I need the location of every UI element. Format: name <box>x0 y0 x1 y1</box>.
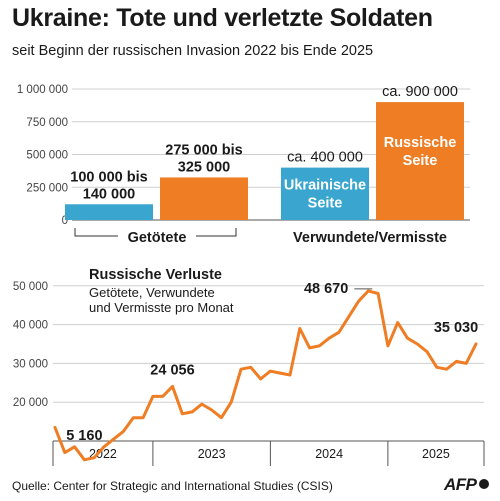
bar <box>281 167 369 220</box>
series-line <box>53 289 478 462</box>
bar-ytick-label: 250 000 <box>26 182 68 194</box>
line-ytick-label: 30 000 <box>13 358 48 370</box>
bar-ytick-label: 500 000 <box>26 150 68 162</box>
bar-inner-label: Seite <box>308 196 343 212</box>
line-annotation: 48 670 <box>304 281 348 297</box>
line-ytick-label: 50 000 <box>13 281 48 293</box>
line-ytick-label: 20 000 <box>13 397 48 409</box>
source-note: Quelle: Center for Strategic and Interna… <box>12 479 333 493</box>
group-label: Verwundete/Vermisste <box>293 230 447 246</box>
bar-inner-label: Seite <box>403 153 438 169</box>
line-chart-subtitle: und Vermisste pro Monat <box>89 300 234 315</box>
bar-value-label: 275 000 bis <box>165 142 242 158</box>
line-annotation: 35 030 <box>434 320 478 336</box>
bar <box>160 177 248 220</box>
bar-inner-label: Ukrainische <box>284 178 366 194</box>
bar-value-label: 140 000 <box>83 186 135 202</box>
bar-ytick-label: 1 000 000 <box>17 84 68 96</box>
line-annotation: 5 160 <box>66 428 102 444</box>
bar <box>376 102 464 220</box>
bar-value-label: ca. 400 000 <box>287 150 363 166</box>
line-chart-subtitle: Getötete, Verwundete <box>89 285 215 300</box>
chart-subtitle: seit Beginn der russischen Invasion 2022… <box>12 43 374 59</box>
line-xtick-label: 2024 <box>315 447 343 461</box>
bar-value-label: 325 000 <box>178 159 230 175</box>
chart-title: Ukraine: Tote und verletzte Soldaten <box>12 4 433 32</box>
line-annotation: 24 056 <box>150 362 194 378</box>
afp-logo-dot <box>478 479 489 489</box>
bar-value-label: 100 000 bis <box>70 169 147 185</box>
line-chart-title: Russische Verluste <box>89 267 222 283</box>
group-label: Getötete <box>128 230 187 246</box>
group-label-bg <box>118 228 196 244</box>
bar-value-label: ca. 900 000 <box>382 84 458 100</box>
afp-logo: AFP <box>444 475 489 495</box>
bar-inner-label: Russische <box>384 135 457 151</box>
afp-logo-text: AFP <box>444 475 477 494</box>
bar <box>65 204 153 220</box>
line-ytick-label: 40 000 <box>13 320 48 332</box>
bar-ytick-label: 750 000 <box>26 117 68 129</box>
line-xtick-label: 2023 <box>198 447 226 461</box>
bar-ytick-label: 0 <box>62 215 68 227</box>
line-xtick-label: 2025 <box>422 447 450 461</box>
